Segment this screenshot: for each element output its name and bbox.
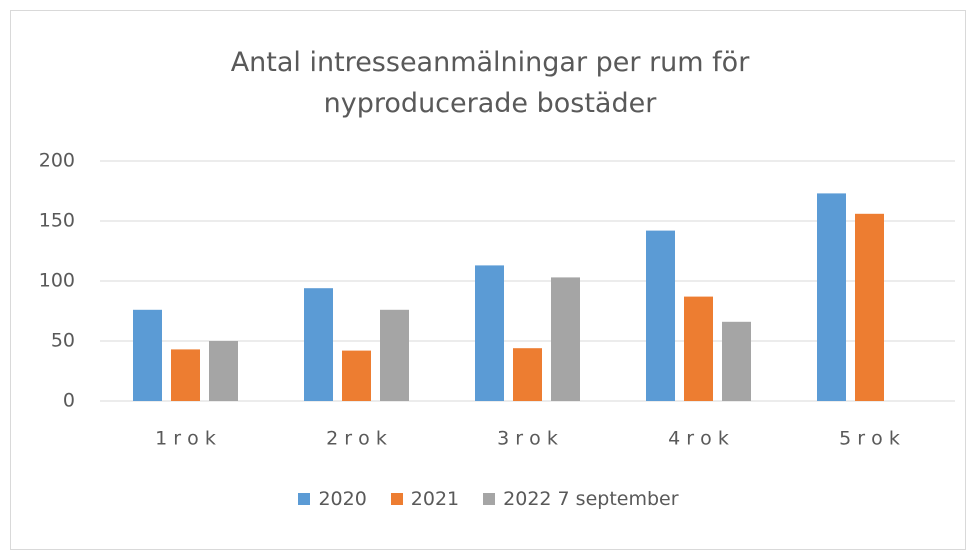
y-tick-label: 200 <box>39 150 75 172</box>
x-tick-label: 5 r o k <box>839 428 900 450</box>
bar <box>855 213 884 401</box>
bar <box>133 309 162 401</box>
bar <box>304 288 333 401</box>
legend-item: 2022 7 september <box>483 488 679 510</box>
legend-label: 2021 <box>410 488 460 510</box>
y-tick-label: 50 <box>51 330 75 352</box>
legend-item: 2020 <box>298 488 367 510</box>
bar <box>551 277 580 401</box>
bar <box>646 230 675 401</box>
y-tick-label: 100 <box>39 270 75 292</box>
bar <box>209 341 238 401</box>
legend-label: 2020 <box>318 488 367 510</box>
bar <box>722 321 751 401</box>
x-tick-label: 4 r o k <box>668 428 729 450</box>
bar <box>342 350 371 401</box>
x-tick-label: 1 r o k <box>155 428 216 450</box>
bar <box>171 349 200 401</box>
x-tick-label: 2 r o k <box>326 428 387 450</box>
legend-swatch <box>390 493 403 505</box>
legend-item: 2021 <box>390 488 460 510</box>
bar <box>380 309 409 401</box>
legend-swatch <box>298 493 311 505</box>
x-tick-label: 3 r o k <box>497 428 558 450</box>
bar <box>475 265 504 401</box>
bar <box>684 296 713 401</box>
legend-swatch <box>483 493 496 505</box>
bar <box>513 348 542 401</box>
legend-label: 2022 7 september <box>503 488 679 510</box>
chart-title: Antal intresseanmälningar per rum för ny… <box>230 47 750 119</box>
y-tick-label: 150 <box>39 210 75 232</box>
bar <box>817 193 846 401</box>
y-tick-label: 0 <box>63 390 75 412</box>
legend: 2020 2021 2022 7 september <box>0 488 977 510</box>
